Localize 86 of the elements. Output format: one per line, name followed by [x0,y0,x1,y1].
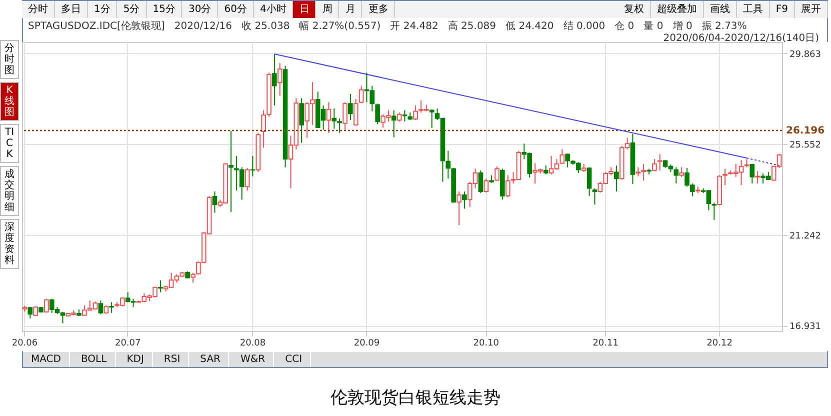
candlestick [679,166,684,178]
text: 4小时 [254,1,294,18]
candlestick [348,93,353,121]
text: 周 [316,1,340,18]
y-tick-label: 25.552 [790,140,821,151]
candlestick [484,178,489,193]
candlestick [158,280,163,293]
candlestick [98,300,104,315]
candlestick [494,166,500,182]
candlestick [326,102,332,134]
candlestick [586,166,592,196]
candlestick [272,54,277,106]
text: 5分 [117,1,147,18]
candlestick [402,110,408,122]
text: 30分 [182,1,218,18]
text: RSI [156,352,190,367]
y-tick-label: 21.242 [790,231,821,242]
candlestick [228,130,234,213]
x-tick-label: 20.08 [240,338,266,348]
text: 成交明细 [0,166,19,216]
text: 15分 [146,1,182,18]
text: 分时 [22,1,55,18]
candlestick [396,112,402,122]
annotation: 2020/06/04-2020/12/16(140日) [663,32,819,45]
candlestick [277,62,282,96]
chart-subtitle: SPTAGUSDOZ.IDC[伦敦银现] 2020/12/16 收 25.038 幅 2.27%(0.557) 开 24.482 高 25.089 低 24.420 结 0.000 仓 0 量 0 增 0 振 2.73% [28,20,747,33]
candlestick [299,98,304,144]
candlestick [413,104,418,121]
text: 工具 [736,1,770,18]
text: W&R [232,352,274,367]
text: CCI [277,352,312,367]
x-tick-label: 20.09 [354,338,380,348]
candlestick [353,98,358,126]
x-tick-label: 20.07 [114,338,141,348]
candlestick [712,202,717,220]
text: 1分 [88,1,118,18]
candlestick [674,166,679,184]
y-tick-label: 29.863 [790,50,821,60]
candlestick [28,306,33,319]
x-tick-label: 20.11 [592,338,618,348]
candlestick [565,153,570,168]
candlestick [722,168,728,186]
text: MACD [23,352,70,367]
candlestick [478,170,484,194]
text: 分时图 [0,40,19,79]
candlestick [190,272,196,284]
text: 画线 [704,1,737,18]
ref-line-label: 26.196 [786,125,825,136]
text: 超级叠加 [650,1,704,18]
candlestick [462,190,467,210]
text: 更多 [362,1,396,18]
text: 复权 [618,1,651,18]
candlestick [592,188,598,205]
text: 多日 [55,1,88,18]
candlestick [429,108,434,129]
text: TICK [0,124,19,163]
candlestick [456,190,462,226]
candlestick [212,190,218,214]
candlestick [44,298,49,313]
text: 月 [339,1,362,18]
text: KDJ [118,352,153,367]
candlestick [244,167,250,192]
x-tick-label: 20.10 [473,338,500,348]
candlestick [391,110,396,138]
candlestick [250,155,256,177]
text: 深度资料 [0,219,19,269]
text: 日 [293,1,316,18]
x-tick-label: 20.06 [12,338,38,348]
candlestick [358,85,364,104]
text: SAR [192,352,230,367]
text: 展开 [795,1,828,18]
text: BOLL [72,352,116,367]
candlestick [560,148,565,164]
candlestick [375,103,380,125]
candlestick [614,165,619,192]
candlestick [755,170,760,184]
text: 60分 [218,1,254,18]
candlestick [657,154,662,171]
x-tick-label: 20.12 [706,338,732,348]
text: K线图 [0,82,19,121]
candlestick [109,302,114,314]
text: F9 [770,1,795,18]
candlestick [342,102,348,130]
candlestick [750,163,755,184]
y-tick-label: 16.931 [790,322,821,332]
text: 伦敦现货白银短线走势 [330,387,502,409]
